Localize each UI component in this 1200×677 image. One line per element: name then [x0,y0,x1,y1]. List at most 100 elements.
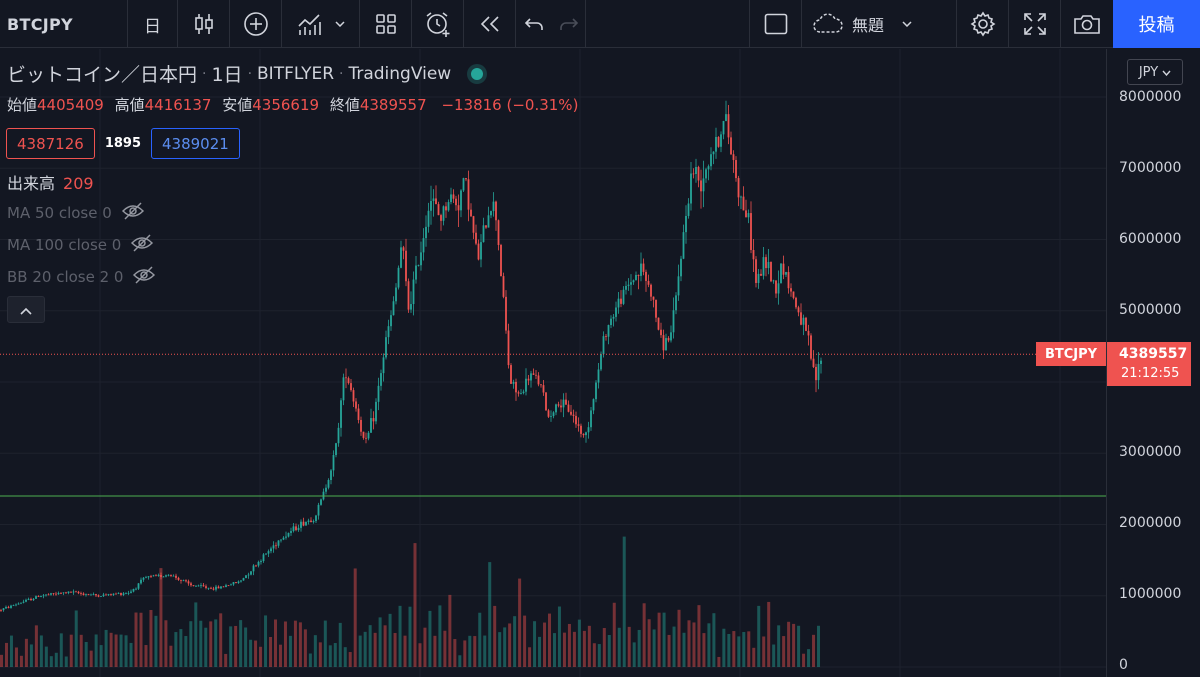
volume-bar [433,635,437,667]
candle-body [500,244,502,277]
candle-body [370,418,372,433]
create-alert-button[interactable] [412,0,464,48]
candle-body [287,532,290,537]
currency-unit-button[interactable]: JPY [1127,59,1183,85]
candle-body [207,587,210,589]
settings-button[interactable] [957,0,1009,48]
undo-button[interactable] [516,0,552,48]
candle-body [155,575,157,577]
candle-body [720,134,722,147]
volume-bar [74,610,78,667]
redo-button[interactable] [552,0,586,48]
candle-body [585,432,587,436]
volume-bar [169,645,173,667]
interval-button[interactable]: 日 [128,0,178,48]
volume-legend[interactable]: 出来高 209 [7,170,94,194]
volume-bar [523,615,527,667]
bar-replay-button[interactable] [464,0,516,48]
candle-body [525,378,527,392]
candle-body [50,593,52,595]
candle-body [540,384,542,386]
last-price-symbol-label: BTCJPY [1036,342,1106,366]
volume-bar [229,626,233,667]
layouts-templates-button[interactable] [360,0,412,48]
volume-bar [597,644,601,667]
indicator-bb20[interactable]: BB 20 close 2 0 [7,266,156,288]
candle-body [772,280,775,282]
candle-body [362,431,365,438]
publish-button[interactable]: 投稿 [1113,0,1200,48]
candle-body [530,373,532,381]
candle-body [195,585,197,587]
candle-body [22,601,25,603]
volume-bar [139,612,143,667]
save-layout-button[interactable]: 無題 [802,0,957,48]
candle-body [307,520,310,522]
candle-body [692,173,695,175]
volume-bar [288,635,292,667]
candlestick-chart[interactable] [0,49,1106,677]
fullscreen-button[interactable] [1009,0,1061,48]
chart-pane[interactable]: ビットコイン／日本円 · 1日 · BITFLYER · TradingView… [0,49,1106,677]
candle-body [745,210,747,218]
eye-hidden-icon[interactable] [121,202,144,224]
candle-body [435,198,437,205]
candle-body [655,299,657,318]
buy-price-button[interactable]: 4389021 [151,128,240,159]
volume-bar [109,632,113,667]
candle-body [657,317,660,330]
candle-body [652,296,655,300]
volume-bar [393,633,397,667]
candle-body [480,242,482,260]
candle-body [630,282,632,285]
candle-body [820,360,822,364]
candle-body [707,166,710,170]
candle-body [765,257,767,269]
volume-bar [338,622,342,667]
candle-body [347,378,350,384]
series-legend-title[interactable]: ビットコイン／日本円 · 1日 · BITFLYER · TradingView [7,60,484,87]
candle-body [85,594,87,596]
candle-body [622,289,625,304]
volume-bar [44,646,48,667]
candle-body [0,610,2,611]
candle-body [725,114,727,122]
candle-body [495,201,497,221]
indicator-ma100[interactable]: MA 100 close 0 [7,234,154,256]
candle-body [535,374,537,376]
eye-hidden-icon[interactable] [133,266,156,288]
volume-bar [802,653,806,667]
candle-body [492,201,495,212]
volume-bar [239,620,243,667]
indicator-ma50[interactable]: MA 50 close 0 [7,202,144,224]
chevron-down-icon [334,21,345,27]
sell-price-button[interactable]: 4387126 [6,128,95,159]
volume-bar [742,632,746,667]
candle-body [205,586,207,588]
candle-body [520,393,522,394]
compare-symbol-button[interactable] [230,0,282,48]
select-layout-button[interactable] [750,0,802,48]
price-tick: 5000000 [1119,302,1182,318]
chart-type-button[interactable] [178,0,230,48]
candle-body [62,592,65,594]
candle-body [602,336,605,355]
volume-bar [383,625,387,667]
candle-body [487,215,490,228]
alarm-clock-icon [424,10,452,38]
price-scale[interactable]: JPY 8000000 7000000 6000000 5000000 3000… [1106,49,1200,677]
candle-body [145,577,147,579]
volume-bar [797,625,801,667]
symbol-search-button[interactable]: BTCJPY [0,0,128,48]
volume-bar [348,652,352,667]
candle-body [407,281,410,310]
indicators-button[interactable] [282,0,360,48]
eye-hidden-icon[interactable] [131,234,154,256]
candle-body [87,594,90,596]
volume-bar [423,627,427,667]
volume-bar [283,621,287,667]
snapshot-button[interactable] [1061,0,1113,48]
candle-body [640,263,642,276]
candle-body [247,574,250,576]
collapse-legend-button[interactable] [7,296,45,323]
